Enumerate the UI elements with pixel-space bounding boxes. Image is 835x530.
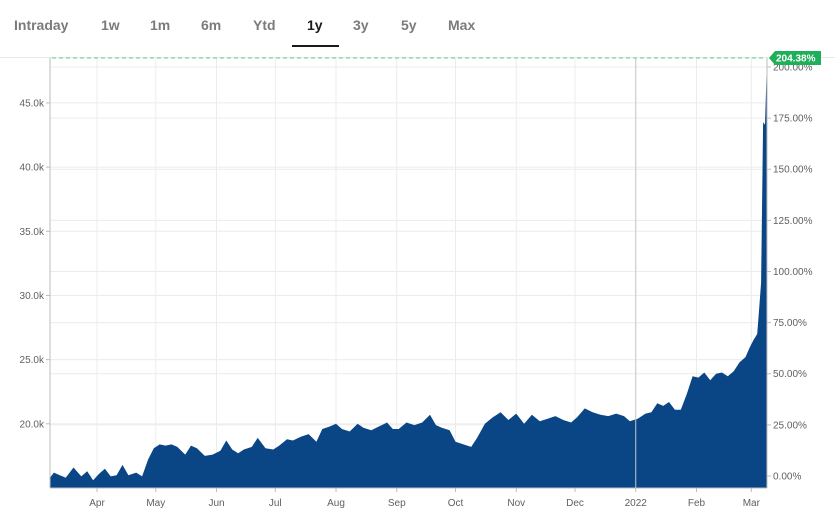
x-axis-label: Feb	[688, 498, 706, 509]
x-axis-label: Apr	[89, 498, 105, 509]
right-axis-label: 200.00%	[773, 62, 813, 73]
tab-3y[interactable]: 3y	[353, 17, 369, 33]
tab-1m[interactable]: 1m	[150, 17, 171, 33]
tab-1w[interactable]: 1w	[101, 17, 120, 33]
left-axis-label: 45.0k	[20, 98, 45, 109]
current-change-label: 204.38%	[776, 54, 816, 65]
current-change-badge-shape	[769, 51, 821, 65]
x-axis-label: 2022	[625, 498, 648, 509]
right-axis-label: 50.00%	[773, 369, 807, 380]
left-axis-label: 40.0k	[20, 163, 45, 174]
right-axis-label: 0.00%	[773, 472, 801, 483]
left-axis-label: 30.0k	[20, 291, 45, 302]
active-tab-indicator	[292, 45, 339, 47]
x-axis-label: Jul	[269, 498, 282, 509]
left-axis-label: 25.0k	[20, 355, 45, 366]
right-axis-label: 125.00%	[773, 216, 813, 227]
tab-max[interactable]: Max	[448, 17, 476, 33]
left-axis-label: 20.0k	[20, 419, 45, 430]
price-area	[50, 58, 767, 488]
x-axis-labels: Apr May Jun Jul Aug Sep Oct Nov Dec 2022 Feb Mar	[89, 488, 761, 509]
right-axis-label: 100.00%	[773, 267, 813, 278]
tab-6m[interactable]: 6m	[201, 17, 222, 33]
x-axis-label: Mar	[743, 498, 761, 509]
tab-1y[interactable]: 1y	[307, 17, 323, 33]
x-axis-label: May	[146, 498, 165, 509]
x-axis-label: Oct	[448, 498, 464, 509]
right-axis-label: 25.00%	[773, 420, 807, 431]
x-axis-label: Aug	[327, 498, 345, 509]
x-axis-label: Sep	[388, 498, 406, 509]
timeframe-tabs: Intraday 1w 1m 6m Ytd 1y 3y 5y Max	[0, 0, 835, 50]
right-axis-label: 175.00%	[773, 114, 813, 125]
right-axis-labels: 0.00% 25.00% 50.00% 75.00% 100.00% 125.00% 150…	[767, 62, 813, 483]
tab-intraday[interactable]: Intraday	[14, 17, 69, 33]
x-axis-label: Jun	[208, 498, 224, 509]
right-axis-label: 75.00%	[773, 318, 807, 329]
current-change-badge: 204.38%	[769, 51, 821, 65]
x-axis-label: Dec	[566, 498, 584, 509]
left-axis-labels: 20.0k 25.0k 30.0k 35.0k 40.0k 45.0k	[20, 98, 50, 430]
left-axis-label: 35.0k	[20, 227, 45, 238]
x-axis-label: Nov	[507, 498, 525, 509]
tab-5y[interactable]: 5y	[401, 17, 417, 33]
tab-ytd[interactable]: Ytd	[253, 17, 276, 33]
right-axis-label: 150.00%	[773, 165, 813, 176]
